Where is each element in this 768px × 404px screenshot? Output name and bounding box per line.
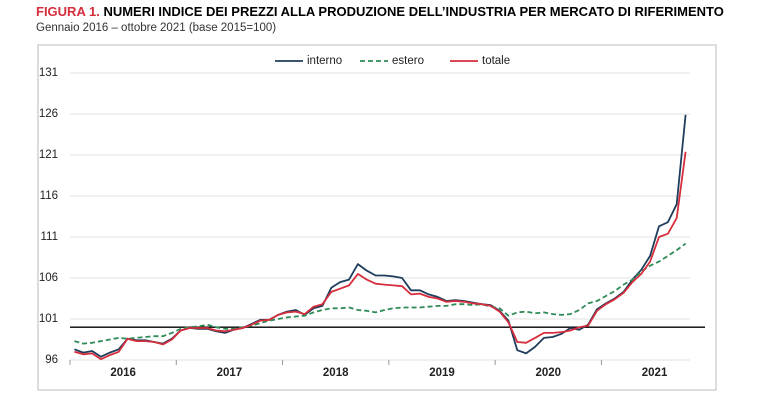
subtitle: Gennaio 2016 – ottobre 2021 (base 2015=1…	[36, 22, 277, 34]
x-tick-label: 2018	[323, 367, 349, 379]
legend-label: estero	[392, 55, 424, 67]
y-tick-label: 121	[39, 149, 58, 161]
title-text: NUMERI INDICE DEI PREZZI ALLA PRODUZIONE…	[103, 4, 724, 19]
x-tick-label: 2021	[642, 367, 668, 379]
x-tick-label: 2016	[110, 367, 136, 379]
y-tick-label: 116	[40, 190, 58, 202]
y-tick-label: 111	[41, 231, 58, 243]
series-line	[74, 114, 687, 358]
x-tick-label: 2020	[535, 367, 561, 379]
x-tick-label: 2017	[217, 367, 243, 379]
legend-label: interno	[307, 55, 342, 67]
x-tick-label: 2019	[429, 367, 455, 379]
y-tick-label: 101	[39, 313, 58, 325]
title: FIGURA 1. NUMERI INDICE DEI PREZZI ALLA …	[36, 4, 724, 19]
y-tick-label: 106	[39, 272, 58, 284]
series-line	[74, 151, 687, 361]
y-tick-label: 126	[39, 108, 58, 120]
series-line	[74, 242, 687, 345]
title-label: FIGURA 1.	[36, 4, 100, 19]
y-tick-label: 131	[39, 67, 58, 79]
y-tick-label: 96	[45, 354, 58, 366]
chart-frame	[37, 44, 717, 391]
legend-label: totale	[482, 55, 510, 67]
